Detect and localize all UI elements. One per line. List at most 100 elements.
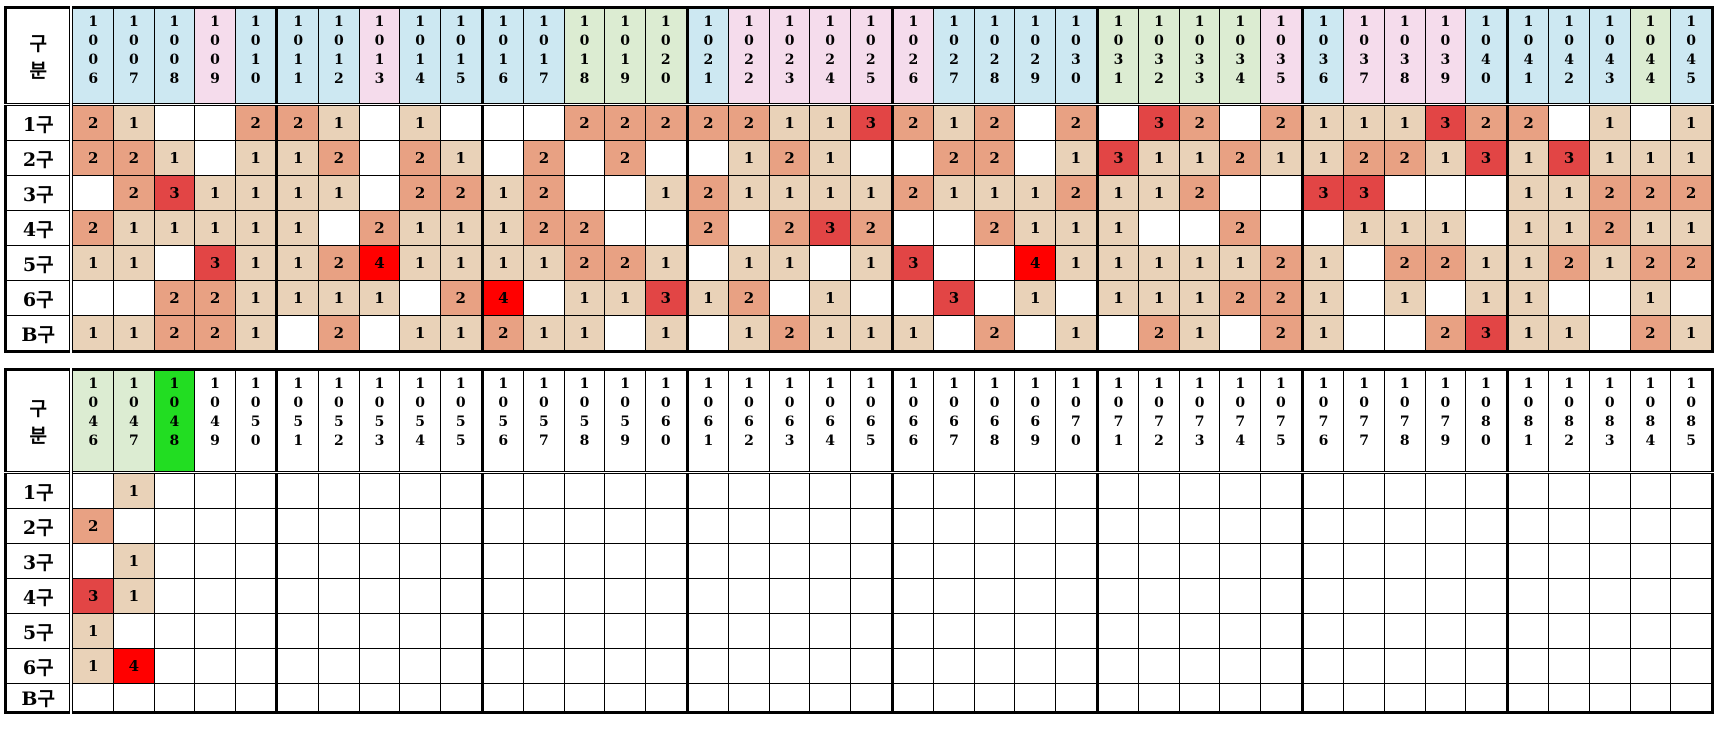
data-cell: 1 [563, 315, 606, 352]
data-cell: 1 [1670, 315, 1713, 352]
data-cell [1505, 543, 1550, 579]
data-cell [1300, 508, 1345, 544]
data-cell: 1 [849, 175, 893, 211]
data-cell [1178, 683, 1221, 713]
data-cell: 1 [768, 245, 811, 281]
data-cell: 1 [1300, 104, 1345, 141]
data-cell: 2 [644, 104, 688, 141]
data-cell [1343, 683, 1385, 713]
data-cell: 1 [234, 175, 278, 211]
data-cell [1300, 543, 1345, 579]
data-cell: 1 [439, 245, 483, 281]
data-cell [1343, 578, 1385, 614]
data-cell [1014, 140, 1057, 176]
data-cell: 1 [480, 175, 525, 211]
data-cell: 3 [1465, 315, 1508, 352]
data-cell [849, 508, 893, 544]
data-cell [973, 578, 1016, 614]
data-cell: 1 [439, 210, 483, 246]
data-cell [1465, 683, 1508, 713]
data-cell [809, 472, 851, 509]
data-cell [194, 578, 236, 614]
data-cell [1219, 543, 1262, 579]
row-label: 4구 [5, 578, 74, 614]
data-cell [113, 683, 155, 713]
data-cell: 1 [194, 175, 236, 211]
data-cell [1629, 508, 1672, 544]
data-cell: 1 [1383, 104, 1426, 141]
data-cell [480, 543, 525, 579]
data-cell [523, 613, 565, 649]
data-cell: 1 [275, 245, 320, 281]
data-cell: 1 [275, 175, 320, 211]
data-cell [1629, 648, 1672, 684]
data-cell: 1 [890, 315, 935, 352]
data-cell: 2 [768, 315, 811, 352]
data-cell: 1 [318, 104, 360, 141]
data-cell [358, 140, 401, 176]
data-cell [563, 140, 606, 176]
data-cell [604, 578, 646, 614]
data-cell [604, 648, 646, 684]
data-cell [1424, 683, 1467, 713]
data-cell [318, 648, 360, 684]
data-cell [1095, 613, 1140, 649]
data-cell [70, 683, 115, 713]
data-cell [685, 578, 730, 614]
data-cell: 3 [890, 245, 935, 281]
data-cell [1260, 175, 1303, 211]
data-cell: 1 [1260, 140, 1303, 176]
data-cell [70, 543, 115, 579]
data-cell: 1 [70, 245, 115, 281]
data-cell: 2 [1670, 245, 1713, 281]
row-label: B구 [5, 683, 74, 713]
data-cell [890, 543, 935, 579]
data-cell [153, 508, 196, 544]
data-cell [1138, 648, 1180, 684]
data-cell [563, 543, 606, 579]
data-cell: 1 [113, 472, 155, 509]
data-cell [480, 508, 525, 544]
data-cell: 1 [1014, 210, 1057, 246]
data-cell [1138, 613, 1180, 649]
data-cell: 2 [523, 210, 565, 246]
data-cell [153, 245, 196, 281]
data-cell: 2 [1629, 175, 1672, 211]
data-cell: 1 [809, 140, 851, 176]
data-cell: 1 [1095, 175, 1140, 211]
data-cell [563, 508, 606, 544]
data-cell [1300, 472, 1345, 509]
data-cell [358, 683, 401, 713]
data-cell [113, 613, 155, 649]
data-cell: 1 [399, 245, 441, 281]
data-cell [1465, 210, 1508, 246]
data-cell: 1 [1055, 315, 1098, 352]
data-cell [1383, 508, 1426, 544]
data-cell: 1 [523, 245, 565, 281]
row-label: 5구 [5, 245, 74, 281]
data-cell [153, 648, 196, 684]
data-cell: 3 [1465, 140, 1508, 176]
data-cell: 2 [1260, 104, 1303, 141]
data-cell: 2 [849, 210, 893, 246]
data-cell: 4 [480, 280, 525, 316]
data-cell: 1 [480, 210, 525, 246]
data-cell [563, 648, 606, 684]
data-cell: 2 [234, 104, 278, 141]
